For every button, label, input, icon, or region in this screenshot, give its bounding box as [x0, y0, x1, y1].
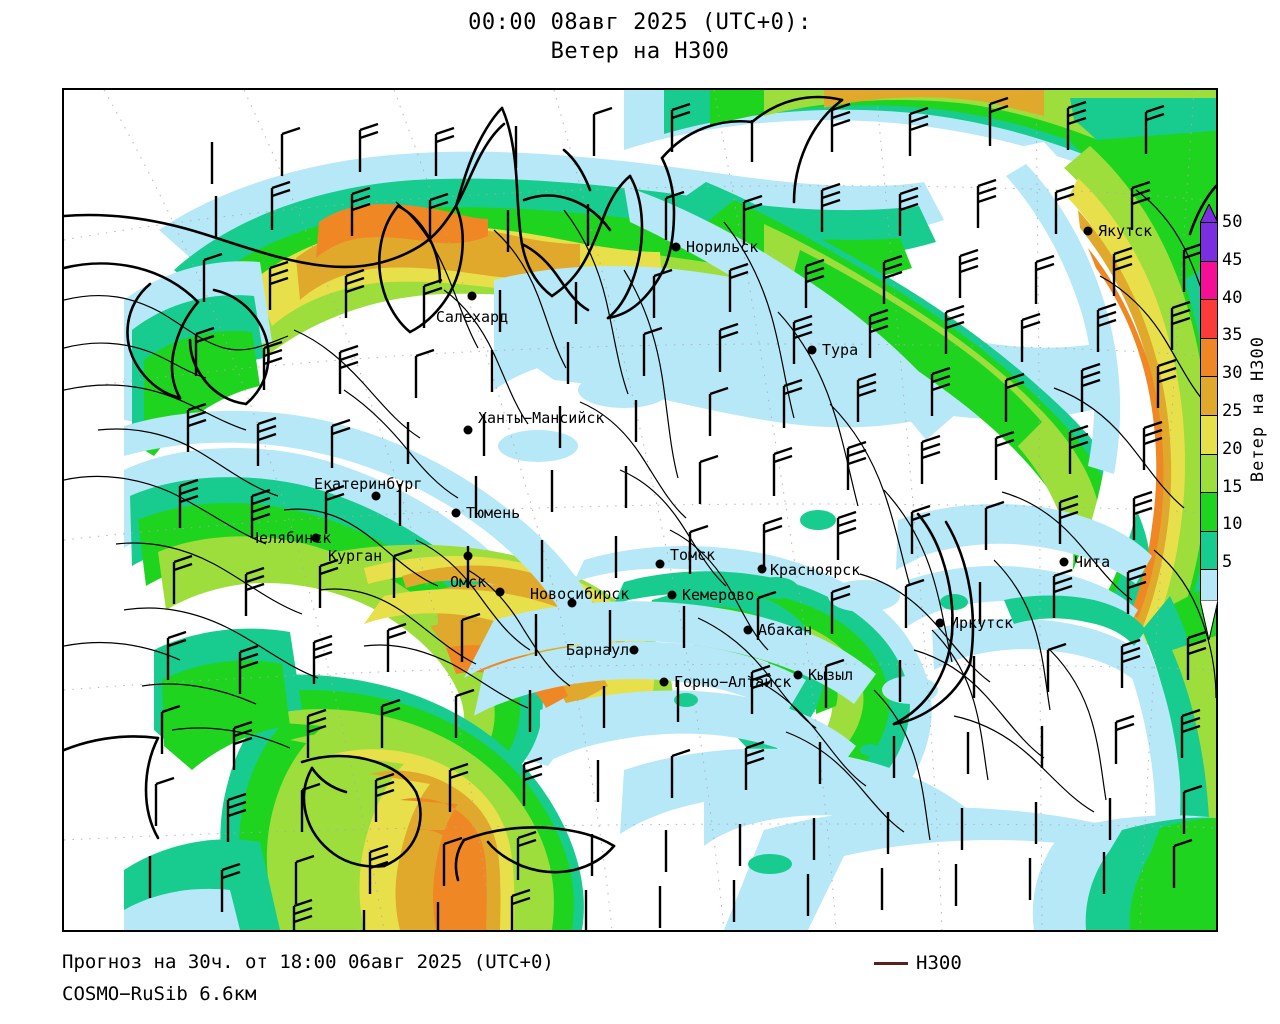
title-line-variable: Ветер на H300	[550, 39, 730, 64]
svg-text:Якутск: Якутск	[1098, 222, 1152, 240]
city-yakutsk: Якутск	[1083, 222, 1152, 240]
region-borders	[64, 189, 1216, 841]
windspeed-filled-contours	[124, 90, 1216, 930]
city-tyumen: Тюмень	[451, 504, 520, 522]
colorbar-tick: 5	[1222, 552, 1233, 573]
city-abakan: Абакан	[743, 621, 812, 639]
colorbar-tick: 45	[1222, 249, 1243, 270]
city-barnaul: Барнаул	[566, 641, 639, 659]
city-omsk: Омск	[450, 573, 505, 597]
forecast-info: Прогноз на 30ч. от 18:00 06авг 2025 (UTC…	[62, 951, 554, 973]
colorbar-segment	[1201, 415, 1217, 455]
city-kemerovo: Кемерово	[667, 586, 754, 604]
svg-text:Челябинск: Челябинск	[250, 529, 331, 547]
svg-text:Иркутск: Иркутск	[950, 614, 1013, 632]
svg-text:Горно−Алтайск: Горно−Алтайск	[674, 673, 791, 691]
model-info: COSMO−RuSib 6.6км	[62, 983, 257, 1005]
city-novosibirsk: Новосибирск	[530, 585, 629, 608]
city-gorno-altaysk: Горно−Алтайск	[659, 673, 791, 691]
svg-text:Норильск: Норильск	[686, 238, 758, 256]
city-tura: Тура	[807, 341, 858, 359]
city-kyzyl: Кызыл	[793, 666, 853, 684]
city-chelyabinsk: Челябинск	[250, 529, 331, 547]
colorbar-tick: 30	[1222, 363, 1243, 384]
city-salekhard: Салехард	[436, 291, 508, 326]
city-markers: Норильск Салехард Тура Ханты−Мансийск Ек…	[250, 222, 1152, 691]
colorbar-tick: 15	[1222, 476, 1243, 497]
svg-text:Омск: Омск	[450, 573, 486, 591]
colorbar-gradient	[1200, 222, 1218, 608]
svg-text:Кемерово: Кемерово	[682, 586, 754, 604]
colorbar-segment	[1201, 493, 1217, 532]
colorbar-segment	[1201, 531, 1217, 571]
svg-text:Ханты−Мансийск: Ханты−Мансийск	[478, 409, 604, 427]
svg-text:Томск: Томск	[670, 546, 715, 564]
colorbar-tick-labels: 50 45 40 35 30 25 20 15 10 5	[1222, 196, 1266, 666]
city-krasnoyarsk: Красноярск	[757, 561, 860, 579]
colorbar-segment	[1201, 570, 1217, 608]
svg-text:Тура: Тура	[822, 341, 858, 359]
colorbar-segment	[1201, 223, 1217, 262]
colorbar-segment	[1201, 300, 1217, 339]
svg-text:Салехард: Салехард	[436, 308, 508, 326]
colorbar-bottom-arrow	[1200, 600, 1218, 640]
footer: Прогноз на 30ч. от 18:00 06авг 2025 (UTC…	[0, 944, 1280, 1024]
svg-text:Курган: Курган	[328, 547, 382, 565]
colorbar-tick: 50	[1222, 212, 1243, 232]
colorbar-segment	[1201, 338, 1217, 378]
svg-text:Барнаул: Барнаул	[566, 641, 629, 659]
svg-text:Тюмень: Тюмень	[466, 504, 520, 522]
city-khanty-mansiysk: Ханты−Мансийск	[463, 409, 604, 435]
page-title: 00:00 08авг 2025 (UTC+0): Ветер на H300	[0, 8, 1280, 66]
city-norilsk: Норильск	[671, 238, 758, 256]
colorbar-segment	[1201, 454, 1217, 494]
map-frame: Норильск Салехард Тура Ханты−Мансийск Ек…	[62, 88, 1218, 932]
colorbar-tick: 20	[1222, 438, 1243, 459]
svg-text:Красноярск: Красноярск	[770, 561, 860, 579]
colorbar-tick: 35	[1222, 325, 1243, 346]
svg-text:Чита: Чита	[1074, 553, 1110, 571]
colorbar-tick: 10	[1222, 514, 1243, 535]
svg-text:Кызыл: Кызыл	[808, 666, 853, 684]
legend: H300	[874, 952, 962, 974]
city-kurgan: Курган	[328, 547, 473, 565]
svg-text:Екатеринбург: Екатеринбург	[314, 475, 422, 493]
title-line-datetime: 00:00 08авг 2025 (UTC+0):	[468, 10, 812, 35]
colorbar-title: Ветер на H300	[1248, 336, 1268, 483]
colorbar-segment	[1201, 377, 1217, 416]
legend-label: H300	[916, 952, 962, 974]
legend-line-icon	[874, 961, 908, 965]
coastlines	[64, 95, 1216, 882]
graticule	[64, 90, 1216, 930]
colorbar: 50 45 40 35 30 25 20 15 10 5 Ветер на H300	[1196, 196, 1280, 666]
wind-barbs	[148, 96, 1207, 930]
colorbar-top-arrow	[1200, 204, 1218, 223]
svg-text:Абакан: Абакан	[758, 621, 812, 639]
city-ekaterinburg: Екатеринбург	[314, 475, 422, 501]
colorbar-segment	[1201, 261, 1217, 301]
city-chita: Чита	[1059, 553, 1110, 571]
colorbar-tick: 40	[1222, 287, 1243, 308]
svg-text:Новосибирск: Новосибирск	[530, 585, 629, 603]
colorbar-tick: 25	[1222, 401, 1243, 421]
city-tomsk: Томск	[655, 546, 715, 569]
map-canvas: Норильск Салехард Тура Ханты−Мансийск Ек…	[64, 90, 1216, 930]
city-irkutsk: Иркутск	[935, 614, 1013, 632]
